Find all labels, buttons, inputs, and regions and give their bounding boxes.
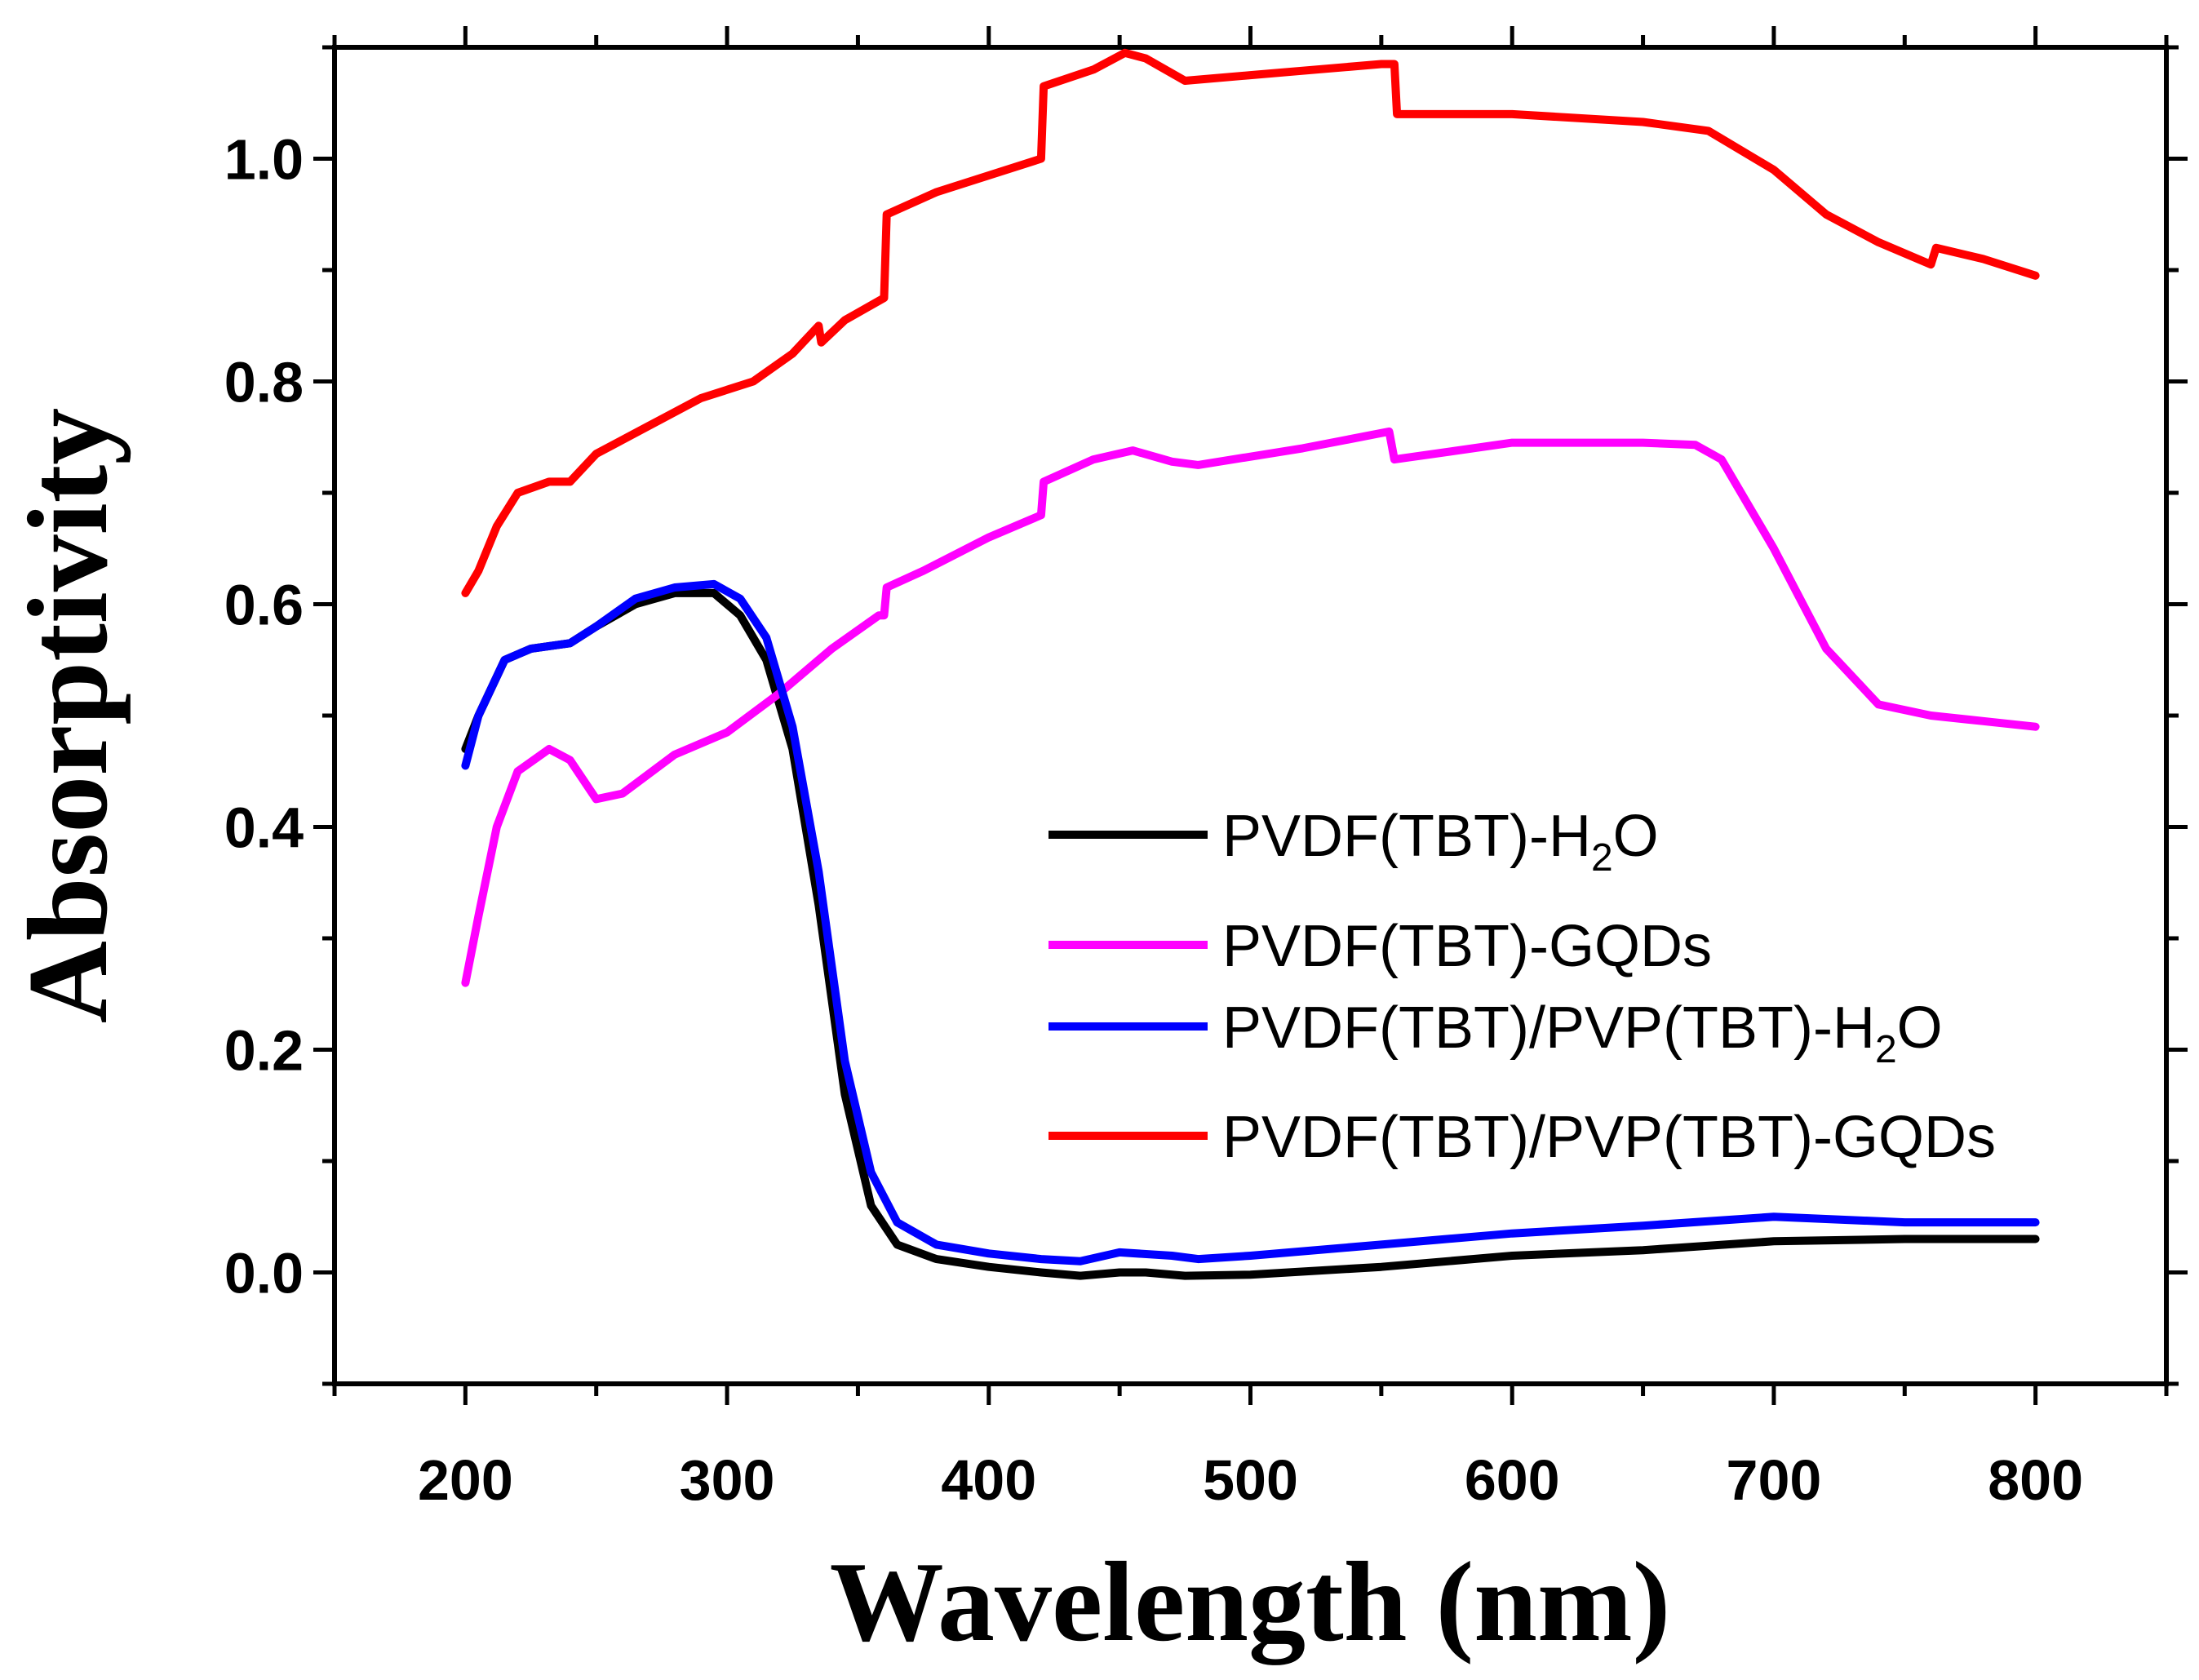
legend-label: PVDF(TBT)/PVP(TBT)-GQDs bbox=[1222, 1105, 1996, 1170]
x-tick-label: 500 bbox=[1203, 1448, 1298, 1512]
series-lines bbox=[461, 48, 2040, 1280]
x-tick-label: 600 bbox=[1465, 1448, 1560, 1512]
x-tick-label: 400 bbox=[941, 1448, 1036, 1512]
x-axis-ticks: 200 300 400 500 600 700 800 bbox=[332, 26, 2169, 1512]
y-tick-label: 0.6 bbox=[224, 574, 304, 637]
y-tick-label: 1.0 bbox=[224, 128, 304, 192]
y-tick-label: 0.0 bbox=[224, 1242, 304, 1305]
y-tick-label: 0.8 bbox=[224, 351, 304, 414]
x-tick-label: 200 bbox=[418, 1448, 513, 1512]
series-line-pvdf-tbt-pvp-tbt-h2o bbox=[461, 579, 2040, 1266]
y-tick-label: 0.4 bbox=[224, 796, 304, 860]
series-line-pvdf-tbt-pvp-tbt-gqds bbox=[461, 48, 2040, 597]
series-line-pvdf-tbt-gqds bbox=[461, 427, 2040, 987]
legend: PVDF(TBT)-H2O PVDF(TBT)-GQDs PVDF(TBT)/PVP… bbox=[1049, 804, 1996, 1170]
x-axis-title: Wavelength (nm) bbox=[830, 1539, 1671, 1665]
y-axis-ticks: 0.0 0.2 0.4 0.6 0.8 1.0 bbox=[224, 45, 2188, 1386]
y-tick-label: 0.2 bbox=[224, 1019, 304, 1083]
x-tick-label: 800 bbox=[1988, 1448, 2083, 1512]
x-tick-label: 700 bbox=[1727, 1448, 1822, 1512]
legend-label: PVDF(TBT)-GQDs bbox=[1222, 914, 1712, 979]
legend-label: PVDF(TBT)-H2O bbox=[1222, 804, 1659, 880]
legend-label: PVDF(TBT)/PVP(TBT)-H2O bbox=[1222, 995, 1943, 1071]
y-axis-title: Absorptivity bbox=[5, 408, 131, 1023]
x-tick-label: 300 bbox=[680, 1448, 775, 1512]
